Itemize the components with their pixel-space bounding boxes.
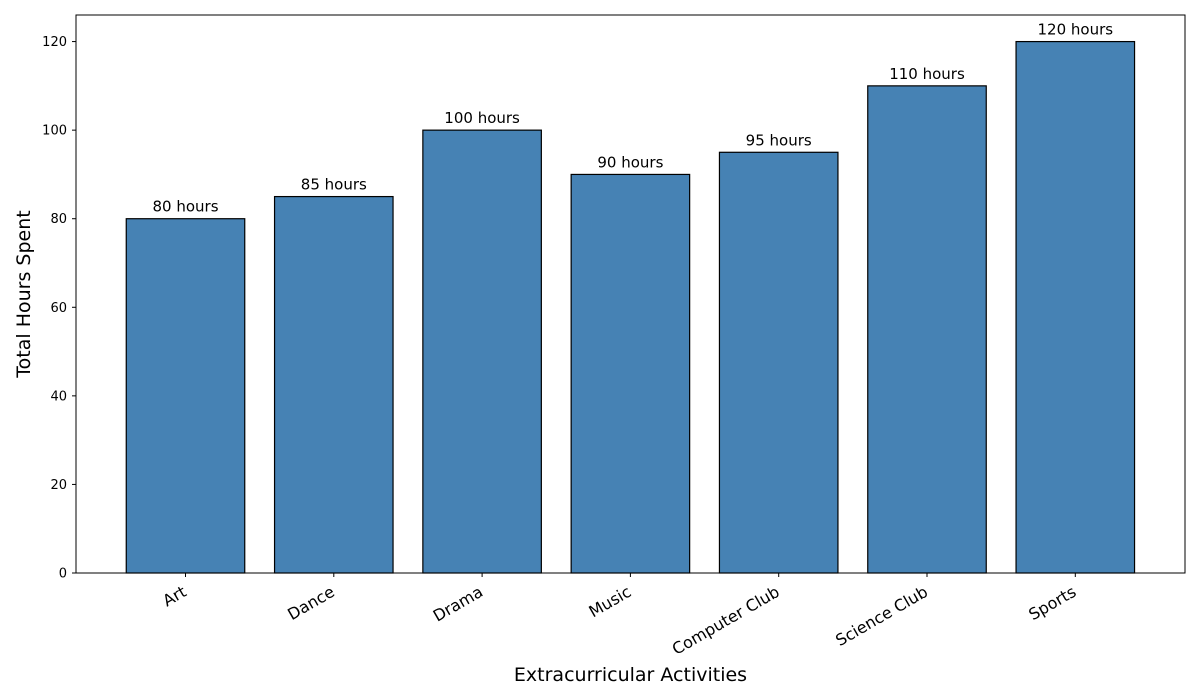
y-tick-label: 0 [59,567,67,582]
y-tick-label: 80 [50,212,67,227]
x-axis-title: Extracurricular Activities [514,664,747,686]
bar [867,85,987,574]
y-axis-title: Total Hours Spent [13,210,35,378]
bar [273,195,394,574]
x-tick-label: Music [585,582,634,621]
bar-value-label: 85 hours [301,176,367,194]
x-tick-label: Sports [1025,582,1079,624]
bar-value-label: 100 hours [444,109,520,127]
y-tick-label: 20 [50,478,67,493]
x-tick-label: Computer Club [669,582,783,659]
bar [718,151,839,574]
bar-value-label: 110 hours [889,65,965,83]
x-tick-label: Art [159,582,189,610]
bar-value-label: 95 hours [746,131,812,149]
y-tick-label: 100 [42,124,67,139]
bar [422,129,542,574]
bar [1015,40,1136,574]
x-tick-label: Dance [284,582,338,624]
bars-group [125,40,1136,574]
x-axis: Art Dance Drama Music Computer Club Science C… [159,573,1079,659]
data-labels-group: 80 hours 85 hours 100 hours 90 hours 95 hour… [152,21,1113,216]
bar-value-label: 120 hours [1038,21,1114,39]
x-tick-label: Science Club [832,582,931,650]
y-axis: 0 20 40 60 80 100 120 [42,35,76,582]
bar [125,218,246,574]
bar-value-label: 80 hours [152,198,218,216]
y-tick-label: 60 [50,301,67,316]
x-tick-label: Drama [430,582,486,626]
bar-value-label: 90 hours [597,153,663,171]
y-tick-label: 120 [42,35,67,50]
y-tick-label: 40 [50,389,67,404]
bar [570,173,691,574]
